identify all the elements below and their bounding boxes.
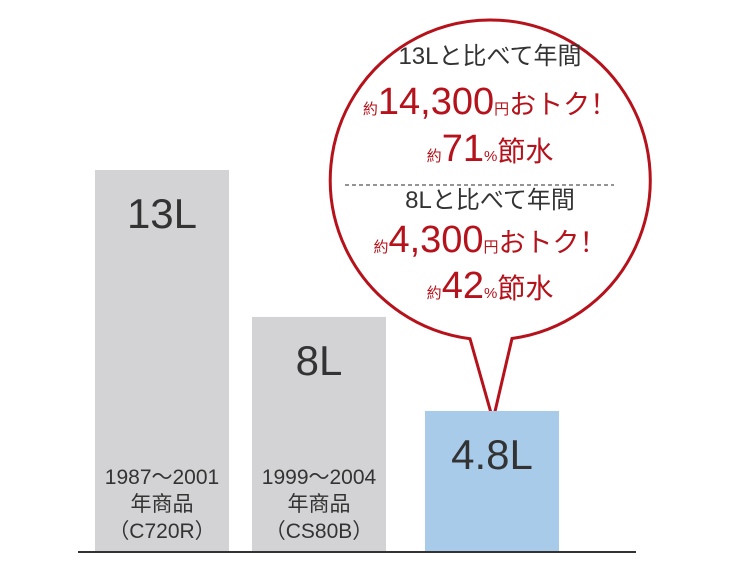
bars: 13L 1987〜2001 年商品 （C720R） 8L 1999〜2004 年商品 （CS8… — [95, 170, 559, 552]
callout-text: 約 — [427, 148, 442, 165]
callout-text: % — [484, 148, 497, 165]
category-label: 年商品 — [288, 493, 351, 516]
category-label: 1987〜2001 — [105, 466, 219, 489]
category-label: （C720R） — [108, 520, 215, 543]
callout-text: 約 — [363, 101, 378, 118]
value-label: 8L — [296, 337, 343, 384]
callout-heading: 8Lと比べて年間 — [405, 187, 575, 214]
callout-text: おトク！ — [509, 90, 617, 120]
bar — [425, 410, 559, 552]
callout-text: おトク！ — [499, 228, 607, 258]
callout-text: 71 — [442, 128, 484, 170]
callout-line: 約14,300円おトク！ — [363, 81, 617, 123]
value-label: 4.8L — [451, 431, 533, 478]
callout-text: 節水 — [497, 273, 553, 304]
callout-bubble — [328, 18, 652, 421]
callout-text: 円 — [494, 101, 509, 118]
callout-line: 約4,300円おトク！ — [373, 219, 606, 261]
category-label: 1999〜2004 — [262, 466, 377, 489]
callout-text: 42 — [442, 265, 484, 307]
callout-text: 約 — [427, 285, 442, 302]
callout: 13Lと比べて年間約14,300円おトク！約71%節水8Lと比べて年間約4,30… — [328, 18, 652, 421]
bar — [252, 316, 386, 552]
bar — [95, 170, 229, 552]
value-label: 13L — [127, 190, 197, 237]
category-label: 年商品 — [131, 493, 194, 516]
callout-text: 約 — [373, 239, 388, 256]
callout-text: % — [484, 285, 497, 302]
category-label: （CS80B） — [265, 520, 374, 543]
callout-line: 約42%節水 — [427, 265, 554, 307]
callout-text: 節水 — [497, 136, 553, 167]
callout-text: 4,300 — [388, 219, 483, 261]
callout-heading: 13Lと比べて年間 — [398, 43, 581, 70]
callout-line: 約71%節水 — [427, 128, 554, 170]
callout-text: 14,300 — [378, 81, 494, 123]
callout-text: 円 — [484, 239, 499, 256]
